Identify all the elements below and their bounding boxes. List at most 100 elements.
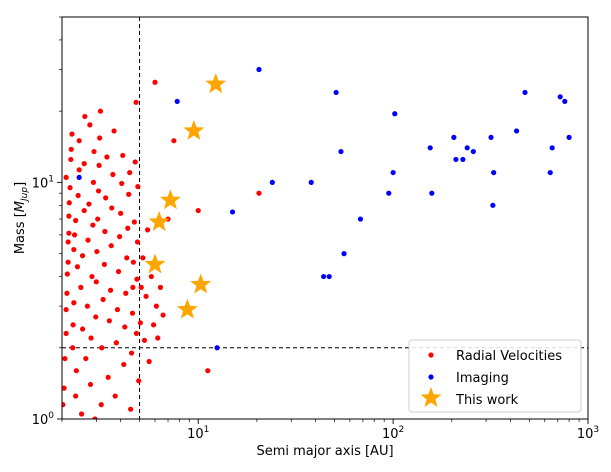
point-radial-velocities [95,216,101,222]
point-radial-velocities [68,146,74,152]
point-radial-velocities [124,255,130,261]
point-radial-velocities [114,306,121,313]
point-imaging [490,202,496,208]
point-radial-velocities [87,122,93,128]
point-radial-velocities [88,335,94,341]
point-imaging [341,251,347,257]
y-tick-label: 100 [32,411,55,428]
point-radial-velocities [133,330,140,337]
point-imaging [390,169,396,176]
legend-label-radial-velocities: Radial Velocities [456,349,562,364]
point-radial-velocities [64,271,70,277]
point-imaging [174,98,180,104]
point-radial-velocities [105,374,111,380]
point-radial-velocities [90,179,97,185]
point-radial-velocities [76,138,82,144]
guide-lines [62,17,588,419]
point-radial-velocities [119,180,125,187]
point-radial-velocities [71,246,77,253]
point-radial-velocities [83,355,89,362]
point-this-work [205,73,227,94]
point-imaging [269,179,275,185]
point-this-work [183,119,205,140]
point-imaging [392,111,398,117]
point-radial-velocities [127,169,133,176]
point-radial-velocities [122,324,128,330]
point-radial-velocities [133,99,139,105]
legend-marker-this-work [420,387,442,407]
point-radial-velocities [70,322,76,328]
point-radial-velocities [69,131,75,137]
point-radial-velocities [107,287,114,293]
point-radial-velocities [73,368,79,374]
point-imaging [229,209,236,215]
point-radial-velocities [81,207,87,214]
x-tick-label: 103 [577,425,599,442]
point-radial-velocities [74,264,81,270]
point-radial-velocities [195,207,201,214]
point-radial-velocities [157,284,164,290]
point-radial-velocities [155,335,161,341]
point-radial-velocities [123,290,129,296]
point-radial-velocities [128,350,135,356]
point-radial-velocities [104,154,110,160]
legend-marker-radial-velocities [428,352,434,358]
point-radial-velocities [71,300,77,306]
point-radial-velocities [90,222,96,228]
point-imaging [326,273,332,280]
point-radial-velocities [101,261,107,268]
legend-label-this-work: This work [455,393,519,408]
point-radial-velocities [66,200,72,206]
point-radial-velocities [66,213,72,219]
y-axis-ticks: 100 101 [32,16,62,428]
point-radial-velocities [73,393,79,399]
point-radial-velocities [62,355,68,362]
point-radial-velocities [146,358,152,365]
point-this-work [148,211,170,231]
point-radial-velocities [76,167,82,173]
point-radial-velocities [65,239,71,245]
point-imaging [522,89,528,96]
point-radial-velocities [93,314,99,320]
point-radial-velocities [64,290,70,296]
point-radial-velocities [62,402,66,408]
point-radial-velocities [63,174,69,180]
legend-box [408,339,582,413]
point-imaging [562,98,568,104]
point-radial-velocities [75,192,81,199]
point-radial-velocities [135,183,141,190]
point-radial-velocities [87,381,94,388]
point-imaging [333,89,339,96]
point-radial-velocities [108,243,114,249]
point-imaging [566,134,572,140]
point-radial-velocities [140,255,146,261]
point-this-work [144,253,166,274]
point-imaging [214,345,220,351]
point-imaging [338,148,344,155]
point-radial-velocities [134,239,141,245]
point-radial-velocities [115,268,122,275]
point-radial-velocities [94,248,100,255]
point-radial-velocities [95,188,102,194]
point-imaging [321,273,327,280]
point-radial-velocities [97,108,104,114]
point-radial-velocities [131,219,137,225]
point-radial-velocities [70,345,76,351]
x-tick-label: 101 [187,425,209,442]
point-radial-velocities [93,279,99,285]
point-radial-velocities [132,159,138,165]
point-radial-velocities [130,259,137,265]
point-imaging [470,148,476,155]
point-radial-velocities [62,385,67,391]
point-imaging [460,156,466,163]
point-radial-velocities [99,345,105,351]
point-radial-velocities [143,293,149,299]
point-radial-velocities [86,201,92,207]
point-radial-velocities [81,161,87,167]
point-radial-velocities [92,416,98,419]
point-radial-velocities [205,368,211,374]
point-radial-velocities [120,152,126,159]
point-radial-velocities [78,411,85,417]
legend-label-imaging: Imaging [456,371,509,386]
point-imaging [453,156,459,163]
